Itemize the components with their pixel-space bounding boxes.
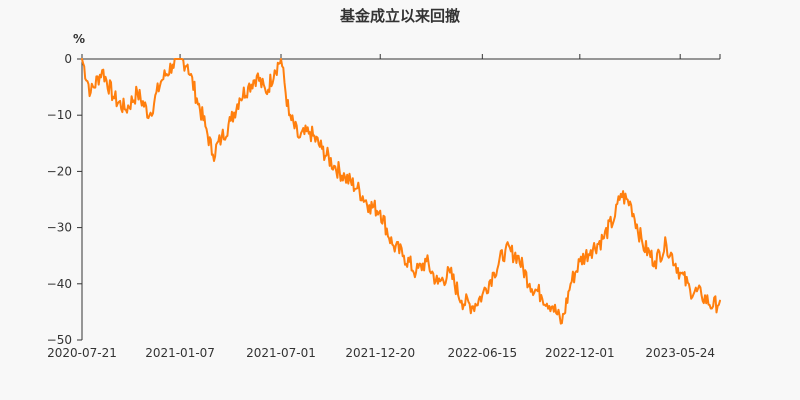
y-tick-label: −50	[47, 333, 72, 347]
series-line-0	[81, 58, 721, 325]
x-tick-label: 2021-12-20	[345, 346, 415, 360]
x-tick-label: 2021-07-01	[246, 346, 316, 360]
chart-title: 基金成立以来回撤	[339, 7, 460, 25]
y-axis-unit: %	[73, 32, 85, 46]
x-tick-label: 2021-01-07	[145, 346, 215, 360]
y-tick-label: 0	[64, 52, 72, 66]
y-axis: 0 −10 −20 −30 −40 −50	[47, 52, 83, 347]
y-tick-label: −20	[47, 164, 72, 178]
plot-area	[81, 58, 721, 325]
x-tick-label: 2022-06-15	[447, 346, 517, 360]
y-tick-label: −10	[47, 108, 72, 122]
x-tick-label: 2022-12-01	[545, 346, 615, 360]
x-tick-label: 2020-07-21	[47, 346, 117, 360]
x-axis: 2020-07-21 2021-01-07 2021-07-01 2021-12-20…	[47, 54, 721, 360]
y-tick-label: −30	[47, 221, 72, 235]
x-tick-label: 2023-05-24	[645, 346, 715, 360]
y-tick-label: −40	[47, 277, 72, 291]
